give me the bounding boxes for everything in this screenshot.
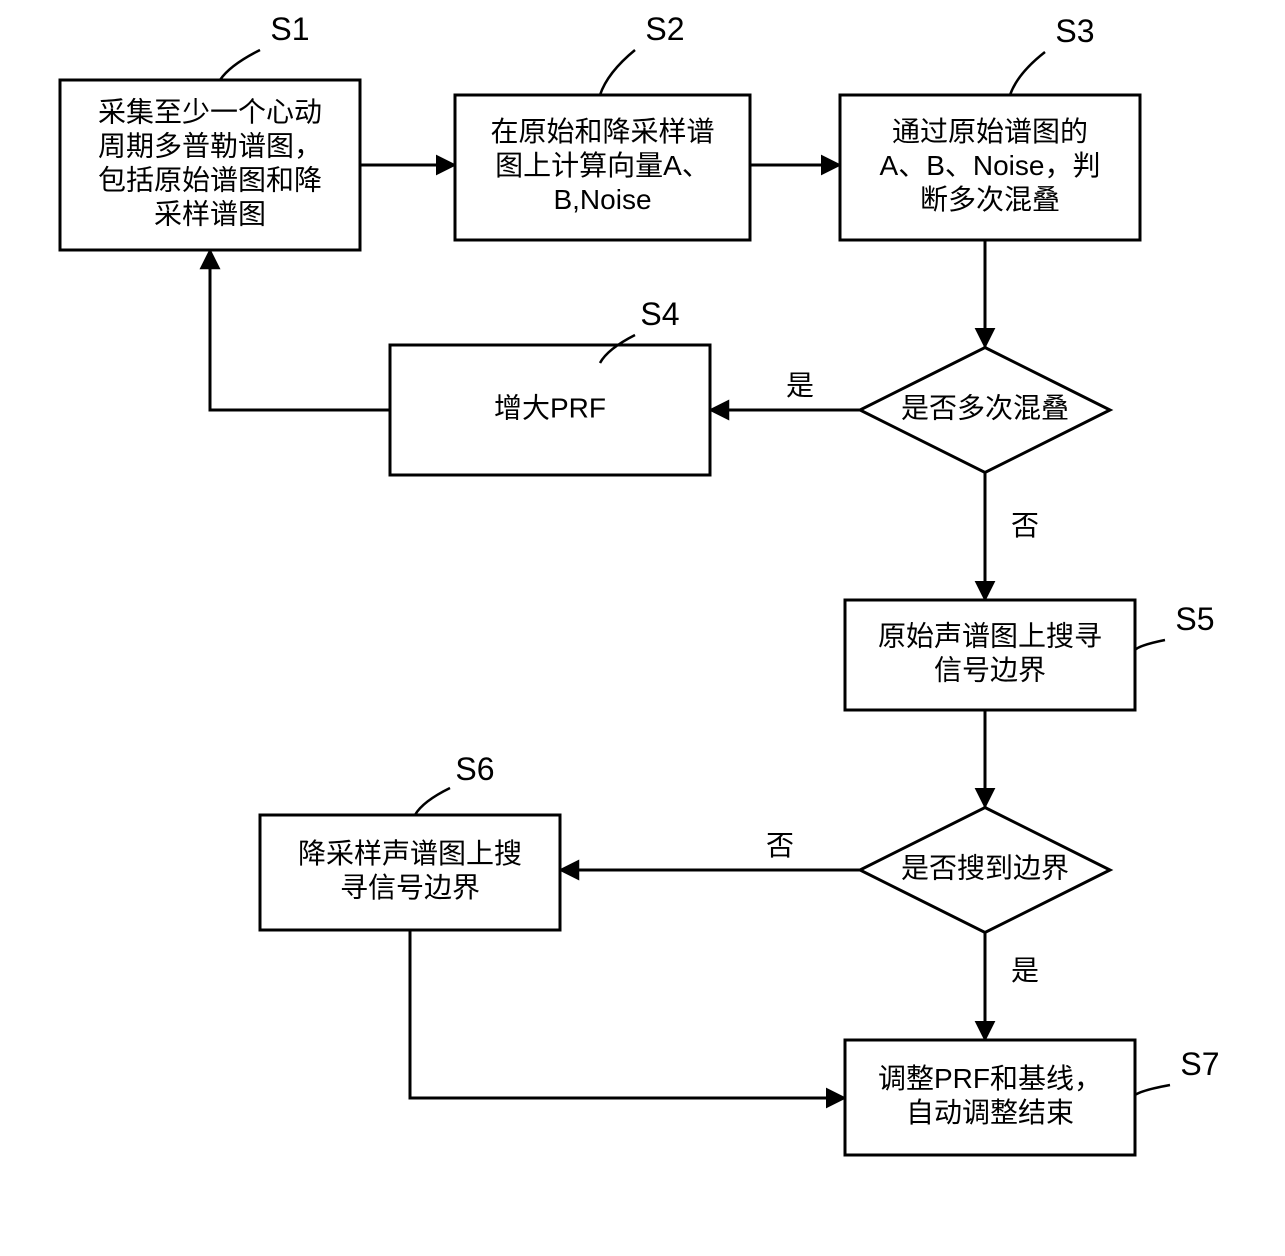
node-s7: 调整PRF和基线，自动调整结束 S7	[845, 1040, 1220, 1155]
step-label-s1: S1	[270, 11, 309, 47]
flowchart-canvas: 是否否是采集至少一个心动周期多普勒谱图，包括原始谱图和降采样谱图S1在原始和降采…	[0, 0, 1285, 1256]
node-s1-text-0: 采集至少一个心动	[98, 96, 322, 127]
edge-s6-s7	[410, 930, 845, 1098]
node-s2: 在原始和降采样谱图上计算向量A、B,Noise S2	[455, 11, 750, 240]
step-label-s6: S6	[455, 751, 494, 787]
node-s2-text-2: B,Noise	[553, 184, 651, 215]
edge-label-d2-s6: 否	[766, 830, 794, 861]
node-s4: 增大PRF S4	[390, 296, 710, 475]
node-s1-text-3: 采样谱图	[154, 198, 266, 229]
edge-label-d1-s4: 是	[786, 370, 814, 401]
step-label-s4: S4	[640, 296, 679, 332]
node-s1-text-2: 包括原始谱图和降	[98, 164, 322, 195]
node-s6-text-0: 降采样声谱图上搜	[298, 838, 522, 869]
edge-label-d1-s5: 否	[1011, 510, 1039, 541]
node-s7-text-1: 自动调整结束	[906, 1097, 1074, 1128]
node-s1: 采集至少一个心动周期多普勒谱图，包括原始谱图和降采样谱图 S1	[60, 11, 360, 250]
edge-s4-s1	[210, 250, 390, 410]
node-s6: 降采样声谱图上搜寻信号边界 S6	[260, 751, 560, 930]
node-s1-text-1: 周期多普勒谱图，	[98, 130, 322, 161]
node-s3-text-0: 通过原始谱图的	[892, 116, 1088, 147]
step-label-s7: S7	[1180, 1046, 1219, 1082]
edge-label-d2-s7: 是	[1011, 955, 1039, 986]
node-s5-text-0: 原始声谱图上搜寻	[878, 620, 1102, 651]
node-d1: 是否多次混叠	[860, 348, 1110, 473]
node-d2-text-0: 是否搜到边界	[901, 852, 1069, 883]
node-s4-text-0: 增大PRF	[494, 392, 606, 423]
node-s5-text-1: 信号边界	[934, 654, 1046, 685]
node-d2: 是否搜到边界	[860, 808, 1110, 933]
node-s5: 原始声谱图上搜寻信号边界 S5	[845, 600, 1215, 710]
step-label-s2: S2	[645, 11, 684, 47]
step-label-s3: S3	[1055, 13, 1094, 49]
node-s2-text-1: 图上计算向量A、	[495, 150, 710, 181]
node-s3: 通过原始谱图的A、B、Noise，判断多次混叠 S3	[840, 13, 1140, 240]
node-s2-text-0: 在原始和降采样谱	[490, 116, 714, 147]
node-s3-text-1: A、B、Noise，判	[880, 150, 1101, 181]
node-d1-text-0: 是否多次混叠	[901, 392, 1069, 423]
node-s7-text-0: 调整PRF和基线，	[878, 1063, 1102, 1094]
node-s3-text-2: 断多次混叠	[920, 184, 1060, 215]
node-s6-text-1: 寻信号边界	[340, 872, 480, 903]
step-label-s5: S5	[1175, 601, 1214, 637]
